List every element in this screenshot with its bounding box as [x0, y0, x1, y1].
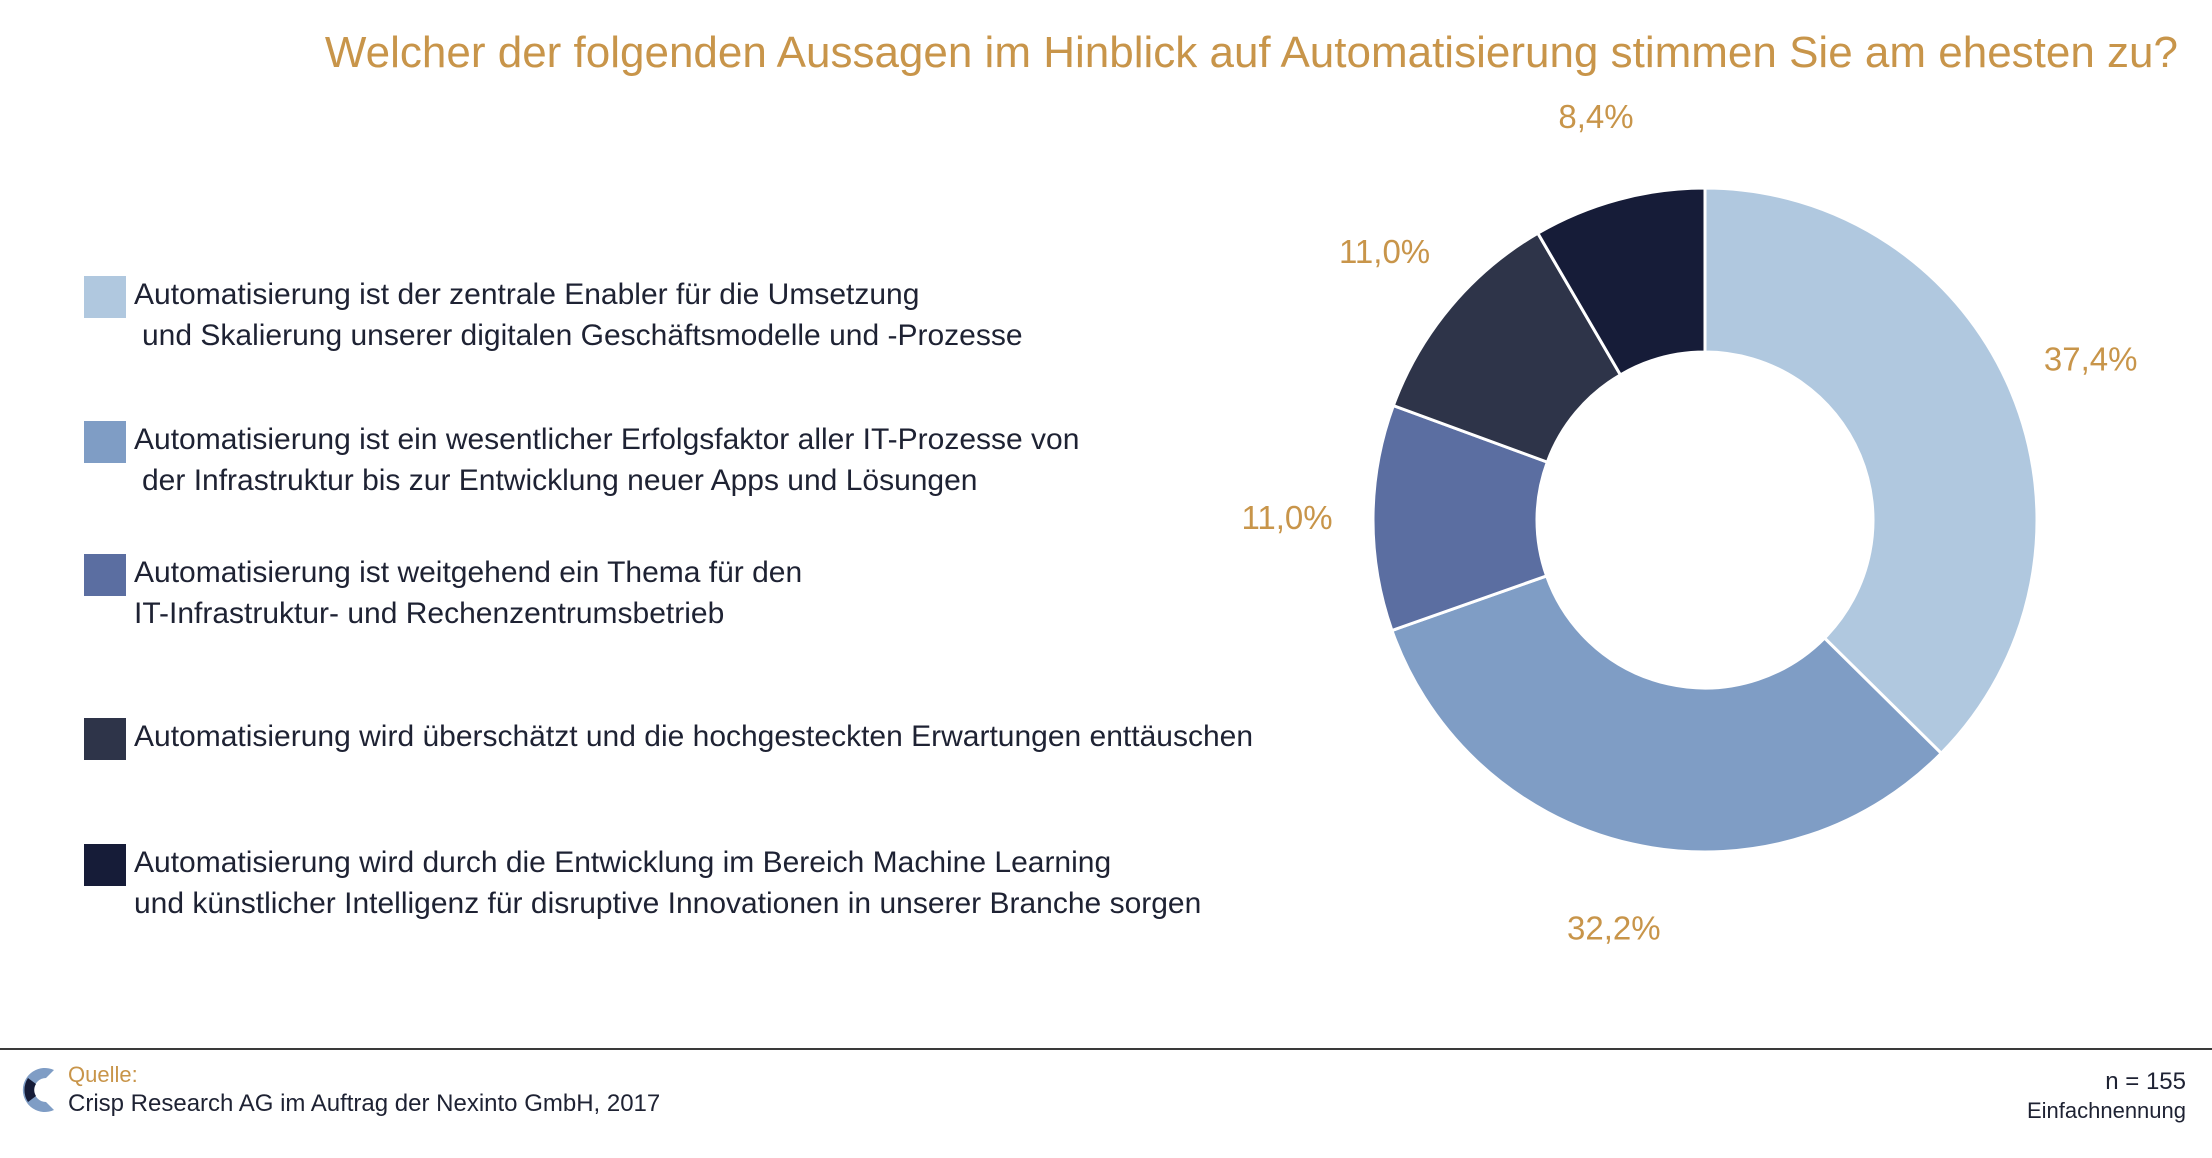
legend-text-2b: der Infrastruktur bis zur Entwicklung ne… [142, 464, 978, 497]
legend-text-5b: und künstlicher Intelligenz für disrupti… [134, 887, 1202, 920]
answer-mode: Einfachnennung [2026, 1098, 2186, 1123]
crisp-logo-icon [22, 1068, 54, 1112]
legend-swatch-4 [84, 718, 126, 760]
legend-text-5a: Automatisierung wird durch die Entwicklu… [134, 846, 1112, 879]
chart-title: Welcher der folgenden Aussagen im Hinbli… [324, 28, 2178, 77]
slice-value-label-3: 11,0% [1241, 499, 1332, 536]
legend-text-1b: und Skalierung unserer digitalen Geschäf… [142, 319, 1023, 352]
legend-item-3: Automatisierung ist weitgehend ein Thema… [84, 552, 802, 634]
legend-swatch-1 [84, 276, 126, 318]
source-text: Crisp Research AG im Auftrag der Nexinto… [68, 1090, 661, 1117]
legend-swatch-2 [84, 421, 126, 463]
legend-text-3a: Automatisierung ist weitgehend ein Thema… [134, 556, 803, 589]
legend-text-4a: Automatisierung wird überschätzt und die… [134, 720, 1254, 753]
legend-text-3b: IT-Infrastruktur- und Rechenzentrumsbetr… [134, 597, 725, 630]
footer-divider [0, 1048, 2212, 1050]
slice-value-label-2: 32,2% [1567, 909, 1661, 946]
donut-slice-2 [1390, 574, 1944, 854]
legend-text-1a: Automatisierung ist der zentrale Enabler… [134, 278, 920, 311]
donut-slice-3 [1371, 403, 1550, 633]
donut-slice-1 [1703, 186, 2039, 756]
donut-slice-5 [1535, 186, 1707, 377]
sample-size: n = 155 [2105, 1068, 2186, 1095]
slice-value-label-5: 8,4% [1558, 98, 1633, 135]
legend-item-1: Automatisierung ist der zentrale Enabler… [84, 274, 1023, 356]
legend-item-4: Automatisierung wird überschätzt und die… [84, 716, 1253, 760]
legend: Automatisierung ist der zentrale Enabler… [84, 0, 1284, 1000]
donut-chart: 37,4% 32,2% 11,0% 11,0% 8,4% [1241, 98, 2138, 946]
legend-swatch-5 [84, 844, 126, 886]
source-label: Quelle: [68, 1062, 138, 1087]
slice-value-label-4: 11,0% [1339, 233, 1430, 270]
legend-item-5: Automatisierung wird durch die Entwicklu… [84, 842, 1201, 924]
legend-swatch-3 [84, 554, 126, 596]
donut-slice-4 [1391, 231, 1623, 465]
legend-item-2: Automatisierung ist ein wesentlicher Erf… [84, 419, 1079, 501]
slice-value-label-1: 37,4% [2044, 340, 2138, 377]
legend-text-2a: Automatisierung ist ein wesentlicher Erf… [134, 423, 1080, 456]
